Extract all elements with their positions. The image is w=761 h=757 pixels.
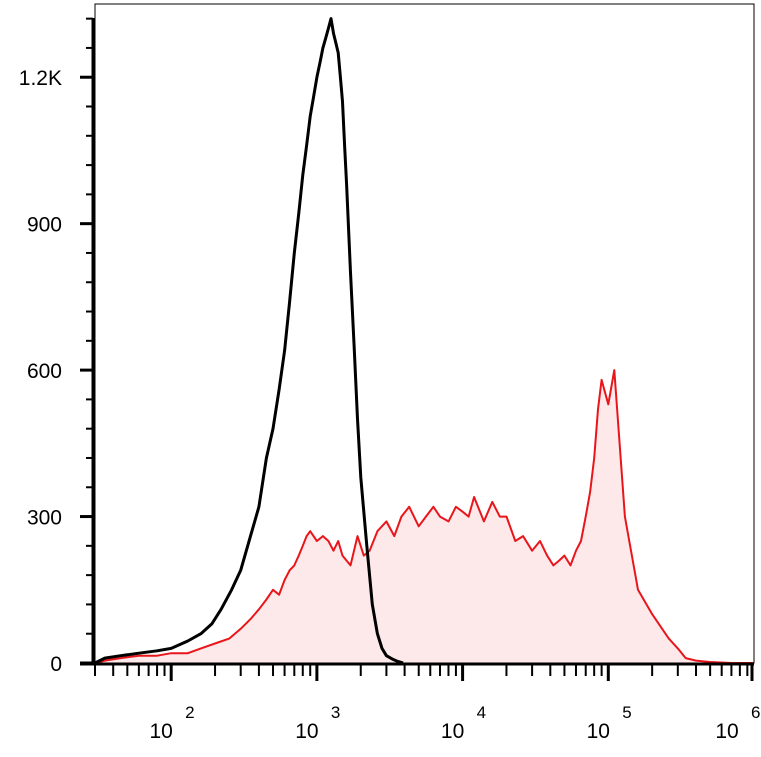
series-1-area (95, 370, 754, 663)
y-tick-label: 300 (27, 507, 62, 530)
x-tick-label-exponent: 5 (622, 703, 631, 722)
x-tick-label-exponent: 6 (751, 703, 760, 722)
x-ticks: 10 2 10 3 10 4 10 5 10 6 (94, 664, 760, 743)
x-tick-label-exponent: 2 (185, 703, 194, 722)
x-tick-label-base: 10 (295, 720, 318, 743)
series-1-line (94, 369, 754, 664)
y-tick-label: 1.2K (19, 67, 62, 90)
y-tick-label: 900 (27, 214, 62, 237)
x-tick-label-base: 10 (587, 720, 610, 743)
x-tick-label-exponent: 3 (331, 703, 340, 722)
x-tick-label-base: 10 (715, 720, 738, 743)
y-ticks: 0 300 600 900 1.2K (19, 17, 93, 676)
x-tick-label-base: 10 (441, 720, 464, 743)
x-tick-label-base: 10 (150, 720, 173, 743)
y-tick-label: 0 (50, 653, 62, 676)
series-0-line (94, 17, 404, 665)
series-layer (94, 17, 754, 665)
x-tick-label-exponent: 4 (477, 703, 486, 722)
y-tick-label: 600 (27, 360, 62, 383)
